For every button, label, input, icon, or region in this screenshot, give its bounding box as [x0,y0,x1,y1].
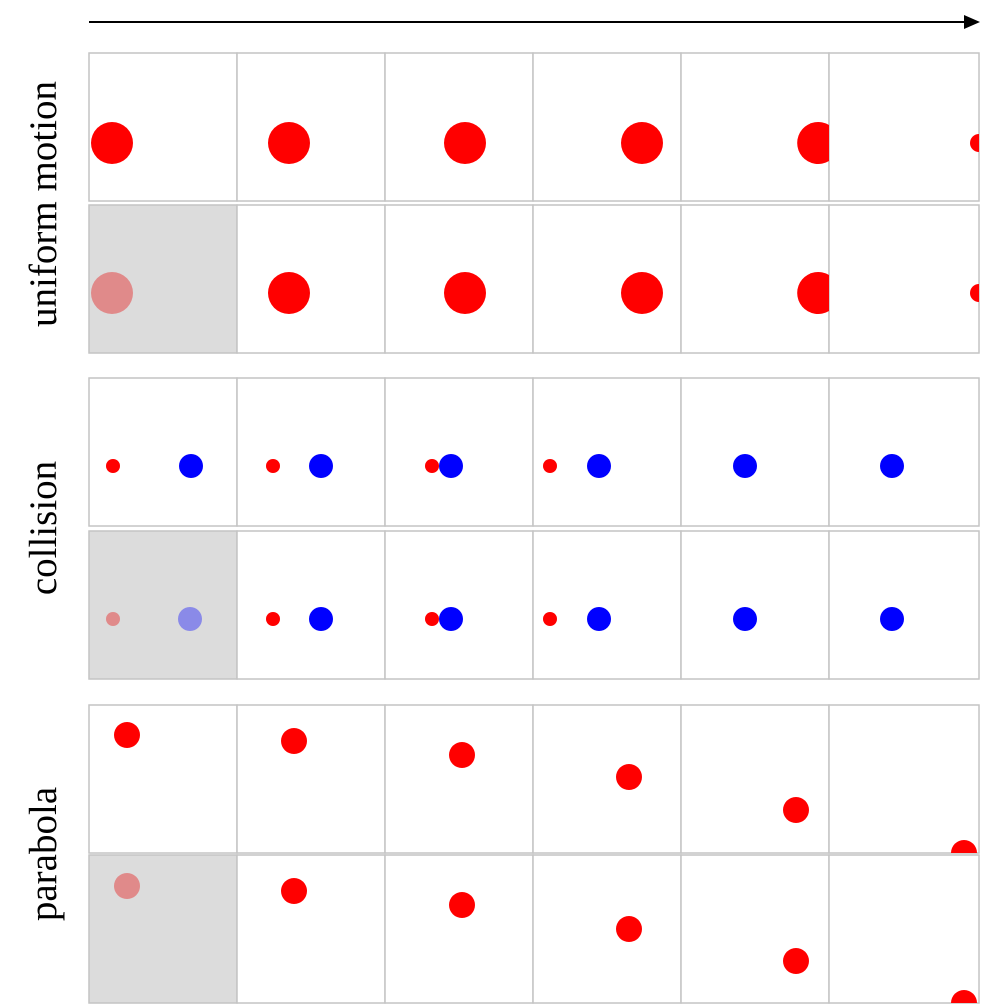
red-ball [268,272,310,314]
frame [88,377,238,527]
row-prediction [88,854,980,1004]
frame [236,704,386,854]
frame [680,530,830,680]
group-label-uniform-motion: uniform motion [22,81,65,327]
red-ball [281,728,307,754]
red-ball [543,612,557,626]
group-label-parabola: parabola [22,787,65,921]
frame [236,377,386,527]
frame [532,52,682,202]
blue-ball [880,607,904,631]
frame [680,704,830,854]
frame [828,704,980,854]
frame [384,704,534,854]
time-arrow-head [964,15,980,29]
frame [88,704,238,854]
frame [680,52,830,202]
blue-ball [733,454,757,478]
frame [828,854,980,1004]
frame [532,377,682,527]
blue-ball [439,454,463,478]
red-ball [444,122,486,164]
frame [680,854,830,1004]
red-ball-clipped [797,272,829,314]
red-ball [621,122,663,164]
frame [532,704,682,854]
faded-red-ball [91,272,133,314]
red-ball [449,742,475,768]
frame [828,377,980,527]
red-ball-clipped [797,122,829,164]
red-ball-clipped [951,990,977,1003]
condition-frame [88,530,238,680]
red-ball [425,612,439,626]
frame [828,52,980,202]
red-ball [621,272,663,314]
frame [532,854,682,1004]
red-ball [444,272,486,314]
frame [384,377,534,527]
row-ground-truth [88,704,980,854]
faded-blue-ball [178,607,202,631]
blue-ball [439,607,463,631]
blue-ball [309,607,333,631]
red-ball [616,764,642,790]
red-ball [106,459,120,473]
row-ground-truth [88,52,980,202]
red-ball [266,459,280,473]
blue-ball [179,454,203,478]
frame [236,52,386,202]
red-ball [543,459,557,473]
frame [532,204,682,354]
group-uniform-motion: uniform motion [22,52,980,354]
frame [236,530,386,680]
red-ball [114,722,140,748]
faded-red-ball [114,873,140,899]
red-ball [616,916,642,942]
row-ground-truth [88,377,980,527]
frame [236,204,386,354]
red-ball [783,797,809,823]
condition-frame [88,854,238,1004]
red-ball [783,948,809,974]
row-prediction [88,530,980,680]
red-ball [425,459,439,473]
frame [384,854,534,1004]
time-arrow [89,15,980,29]
frame [236,854,386,1004]
red-ball-clipped [970,134,979,152]
faded-red-ball [106,612,120,626]
frame [384,530,534,680]
blue-ball [733,607,757,631]
group-parabola: parabola [22,704,980,1004]
frame [828,530,980,680]
red-ball [91,122,133,164]
row-prediction [88,204,980,354]
frame [828,204,980,354]
red-ball-clipped [951,840,977,853]
group-collision: collision [22,377,980,680]
red-ball-clipped [970,284,979,302]
red-ball [281,878,307,904]
frame [532,530,682,680]
group-label-collision: collision [22,461,65,595]
red-ball [268,122,310,164]
red-ball [266,612,280,626]
blue-ball [587,454,611,478]
blue-ball [880,454,904,478]
red-ball [449,892,475,918]
blue-ball [587,607,611,631]
blue-ball [309,454,333,478]
frame [680,377,830,527]
